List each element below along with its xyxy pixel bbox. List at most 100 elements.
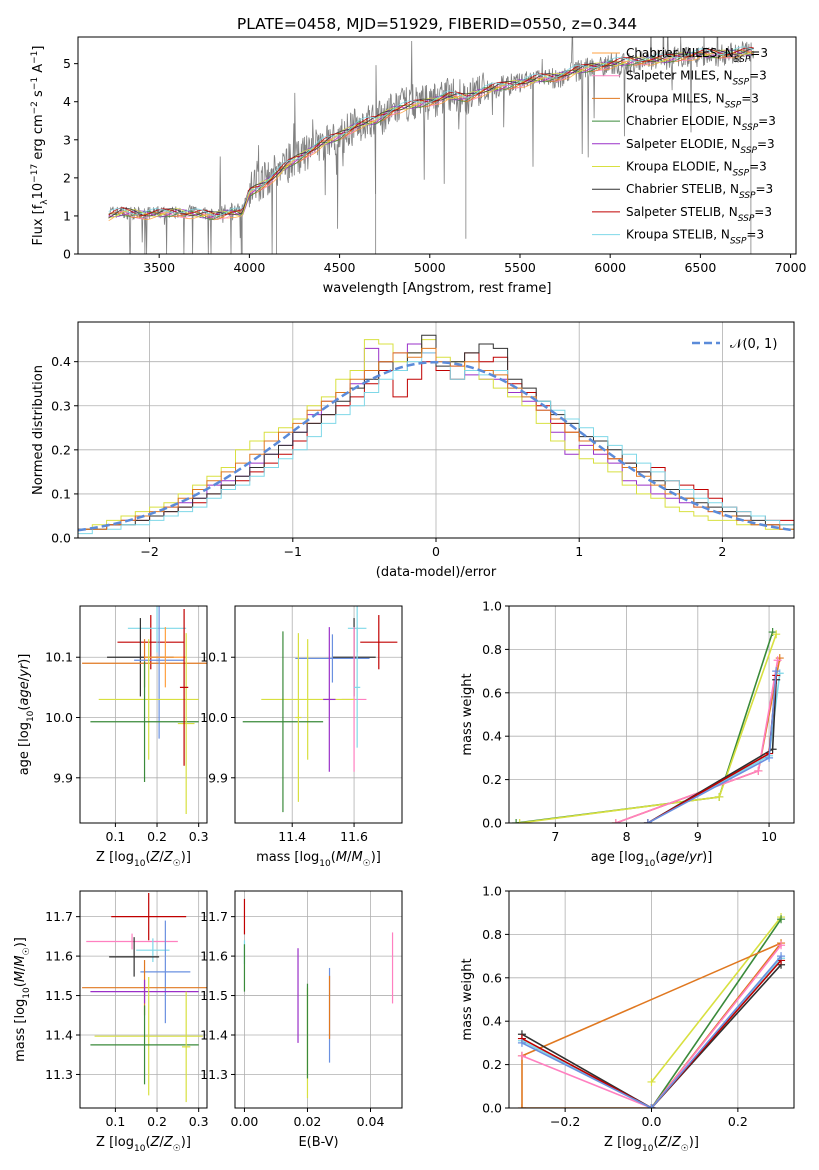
x-tick-label: 8 [623,829,631,844]
x-tick-label: 0.2 [147,1114,167,1129]
weight-marker [512,819,521,823]
legend-label: 𝒩(0, 1) [730,337,777,352]
y-axis-label-part: Flux [f [31,204,46,245]
y-tick-label: 5 [63,56,71,71]
x-axis-label-part: )] [181,1135,191,1150]
y-tick-label: 0.6 [482,970,502,985]
x-tick-label: 6000 [594,260,626,275]
y-axis-label: Normed distribution [31,365,46,495]
model-line-kroupa-stelib [108,46,754,217]
weight-marker [777,941,786,950]
weight-marker [777,915,786,924]
weight-line [521,944,782,1108]
y-axis-label-part: ( [17,706,32,711]
y-axis-label-part: age [log [17,722,32,775]
y-tick-label: 2 [63,170,71,185]
legend-label-part: =3 [749,69,767,83]
weight-line [519,633,777,823]
y-tick-label: 11.3 [200,1067,228,1082]
weight-line [650,916,782,1083]
x-tick-label: 11.6 [340,829,368,844]
y-axis-label-part: age [17,681,32,705]
legend-label-part: Salpeter MILES, N [626,69,733,83]
weight-marker [772,630,781,639]
axes-frame [79,890,208,1109]
y-axis-label-part: ] [31,46,46,51]
plot-area-age_vs_Z [82,606,207,814]
y-tick-label: 9.9 [53,770,73,785]
weight-marker [772,667,781,676]
legend-label-part: Chabrier MILES, N [626,46,734,60]
y-axis-label-part: 10 [22,987,32,999]
y-tick-label: 0.4 [482,729,502,744]
y-tick-label: 11.5 [45,988,73,1003]
y-axis-label-part: −17 [30,164,40,183]
y-tick-label: 4 [63,94,71,109]
weight-line [521,942,782,1108]
y-tick-label: 11.6 [45,949,73,964]
axes-mass_vs_EBV: 0.00 0.02 0.04 11.3 11.4 11.5 11.6 11.7 E(B-V) [200,890,403,1150]
legend-label: Salpeter STELIB, NSSP=3 [626,205,772,224]
x-axis-label-part: age [log [591,850,644,865]
weight-line [521,959,782,1108]
x-tick-label: 0.00 [231,1114,259,1129]
y-tick-label: 10.0 [45,710,73,725]
legend-label-part: SSP [730,237,747,247]
axes-frame [77,36,797,255]
x-tick-label: 5500 [504,260,536,275]
x-axis-label-part: )] [371,850,381,865]
x-axis-label-part: M [336,850,347,865]
legend-label-part: =3 [741,91,759,105]
legend-label-part: =3 [758,114,776,128]
axes-mass_vs_Z: 0.1 0.2 0.311.311.411.511.611.7Z [log10(Z/… [13,890,209,1154]
legend-label: Kroupa ELODIE, NSSP=3 [626,160,767,179]
x-tick-label: 3500 [143,260,175,275]
legend-label-part: SSP [740,146,757,156]
legend-label-part: Kroupa MILES, N [626,91,725,105]
weight-line [521,957,782,1108]
weight-marker [754,766,763,775]
x-axis-label: E(B-V) [298,1135,338,1150]
legend-label-part: SSP [738,214,755,224]
y-tick-label: 11.5 [200,988,228,1003]
y-axis-label: mass [log10(M/M☉)] [13,937,32,1062]
y-tick-label: 11.3 [45,1067,73,1082]
x-axis-label-part: )] [702,850,712,865]
y-tick-label: 1 [63,208,71,223]
x-tick-label: 11.4 [278,829,306,844]
x-axis-label-part: 10 [642,1144,654,1154]
x-tick-label: 0.3 [189,1114,209,1129]
weight-marker [765,753,774,762]
x-axis-label-part: ☉ [173,859,181,869]
x-axis-label: mass [log10(M/M☉)] [256,850,381,869]
y-tick-label: 0 [63,247,71,262]
legend-label: Chabrier MILES, NSSP=3 [626,46,768,65]
x-axis-label-part: ☉ [173,1144,181,1154]
plot-area-mass_vs_Z [82,892,207,1103]
y-axis-label-part: / [17,676,32,681]
x-axis-label-part: Z [163,1135,174,1150]
legend-label-part: =3 [756,182,774,196]
x-tick-label: 0.2 [147,829,167,844]
weight-marker [777,952,786,961]
y-axis-label-part: −1 [30,77,40,90]
x-axis-label-part: ☉ [363,859,371,869]
y-tick-label: 0.4 [51,354,71,369]
y-tick-label: 11.4 [200,1028,228,1043]
y-tick-label: 0.6 [482,685,502,700]
x-axis-label-part: / [159,850,164,865]
y-axis-label: Flux [fλ10−17 erg cm−2 s−1 A−1] [30,46,50,246]
x-axis-label-part: 10 [134,1144,146,1154]
y-axis-label: age [log10(age/yr)] [17,654,36,776]
y-axis-label-part: −1 [30,51,40,64]
y-tick-label: 0.8 [482,927,502,942]
figure-title: PLATE=0458, MJD=51929, FIBERID=0550, z=0… [237,15,637,33]
y-tick-label: 1.0 [482,884,502,899]
legend-label-part: Kroupa ELODIE, N [626,160,733,174]
y-tick-label: 0.8 [482,642,502,657]
x-axis-label: Z [log10(Z/Z☉)] [96,850,191,869]
x-axis-label-part: Z [671,1135,682,1150]
legend-label-part: =3 [746,228,764,242]
